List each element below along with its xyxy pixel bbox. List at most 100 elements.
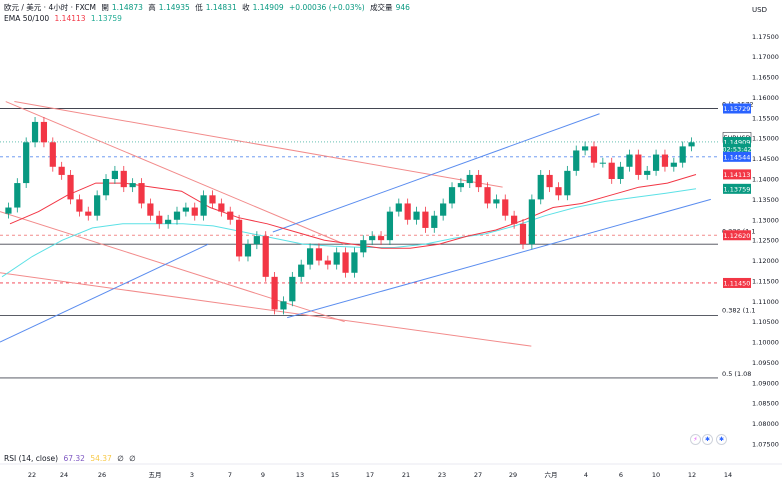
downtrend-1-line [5, 101, 345, 245]
candle-body [342, 252, 349, 273]
candle-body [493, 199, 500, 204]
price-tick-label: 1.15000 [752, 135, 779, 143]
x-tick-label: 24 [60, 471, 68, 479]
candle-body [271, 276, 278, 310]
price-tag-bg [723, 103, 751, 114]
candle-body [324, 260, 331, 265]
candle-body [581, 146, 589, 151]
candle-body [661, 154, 669, 167]
candle-body [147, 203, 154, 216]
channel-lower-line [287, 198, 711, 319]
candle-body [635, 154, 642, 175]
candle-body [395, 203, 402, 212]
candle-body [191, 207, 198, 216]
price-tag-text: 1.14113 [724, 171, 751, 179]
price-tag-bg [723, 143, 751, 154]
price-tag-text: 1.15729 [724, 105, 751, 113]
x-tick-label: 13 [296, 471, 304, 479]
candle-body [440, 203, 447, 216]
price-tick-label: 1.16500 [752, 74, 779, 82]
candle-body [457, 183, 465, 188]
x-tick-label: 3 [190, 471, 194, 479]
fib-level-label: 0.5 (1.08 [722, 370, 751, 378]
candle-body [608, 162, 615, 179]
candle-body [617, 166, 624, 179]
x-tick-label: 12 [688, 471, 696, 479]
high-value: 1.14935 [158, 3, 190, 12]
candle-body [475, 174, 482, 188]
candle-body [235, 219, 243, 257]
price-tick-label: 1.14500 [752, 155, 779, 163]
candle-body [156, 215, 163, 224]
ema-label: EMA 50/100 [4, 14, 50, 23]
x-tick-label: 21 [402, 471, 410, 479]
currency-label: USD [752, 6, 767, 14]
x-tick-label: 17 [366, 471, 374, 479]
x-tick-label: 六月 [545, 470, 558, 479]
x-tick-label: 10 [652, 471, 660, 479]
price-tag: 1.11450 [723, 277, 751, 288]
candle-body [626, 154, 633, 167]
x-tick-label: 14 [724, 471, 732, 479]
price-tick-label: 1.10000 [752, 339, 779, 347]
candle-body [14, 183, 21, 208]
candle-body [466, 174, 473, 184]
ema-legend[interactable]: EMA 50/100 1.14113 1.13759 [4, 14, 125, 24]
downtrend-4-line [0, 272, 532, 347]
candle-body [528, 199, 535, 245]
candle-body [502, 199, 509, 216]
price-tag: 1.13759 [723, 183, 751, 194]
candle-body [644, 170, 651, 175]
lightning-icon[interactable]: ⚡ [690, 434, 701, 445]
x-tick-label: 五月 [149, 471, 162, 479]
price-tag: 1.15729 [723, 103, 751, 114]
candle-body [369, 236, 376, 241]
candle-body [209, 195, 216, 204]
candle-body [448, 187, 456, 204]
candle-body [431, 215, 438, 228]
candle-body [590, 146, 598, 163]
price-tag-text: 02:53:42 [722, 145, 751, 153]
candle-body [67, 174, 74, 200]
price-tag-text: 1.14544 [724, 153, 751, 161]
price-tick-label: 1.08500 [752, 400, 779, 408]
candle-body [555, 187, 562, 196]
rsi-legend[interactable]: RSI (14, close) 67.32 54.37 ∅ ∅ [4, 454, 136, 463]
candle-body [564, 170, 571, 196]
channel-outer-line [0, 243, 209, 343]
candle-body [182, 207, 189, 212]
ema100-line [1, 188, 697, 278]
price-tag: 1.14113 [723, 169, 751, 180]
us-flag-icon-2[interactable]: ✱ [716, 434, 727, 445]
symbol-title[interactable]: 欧元 / 美元 · 4小时 · FXCM [4, 3, 96, 12]
us-flag-icon[interactable]: ✱ [702, 434, 713, 445]
price-tick-label: 1.15500 [752, 114, 779, 122]
price-tick-label: 1.11000 [752, 298, 779, 306]
candle-body [227, 211, 234, 220]
candle-body [218, 203, 225, 212]
candle-body [573, 150, 580, 171]
candle-body [404, 203, 411, 220]
candle-body [280, 301, 287, 310]
price-tick-label: 1.16000 [752, 94, 779, 102]
candle-body [546, 174, 553, 188]
candle-body [360, 240, 367, 253]
candle-body [484, 187, 491, 204]
candle-body [120, 170, 127, 188]
candle-body [537, 174, 544, 200]
rsi-value: 67.32 [63, 454, 85, 463]
candle-body [679, 146, 686, 163]
candle-body [200, 195, 207, 216]
candle-body [76, 199, 83, 212]
ema100-value: 1.13759 [90, 14, 122, 23]
candle-body [670, 162, 677, 167]
price-tag: 1.14544 [723, 151, 751, 162]
channel-upper-line [272, 113, 600, 233]
price-tick-label: 1.08000 [752, 420, 779, 428]
price-tick-label: 1.11500 [752, 277, 779, 285]
candle-body [165, 219, 172, 224]
candle-body [519, 223, 527, 245]
candle-body [652, 154, 660, 171]
x-tick-label: 4 [584, 471, 588, 479]
